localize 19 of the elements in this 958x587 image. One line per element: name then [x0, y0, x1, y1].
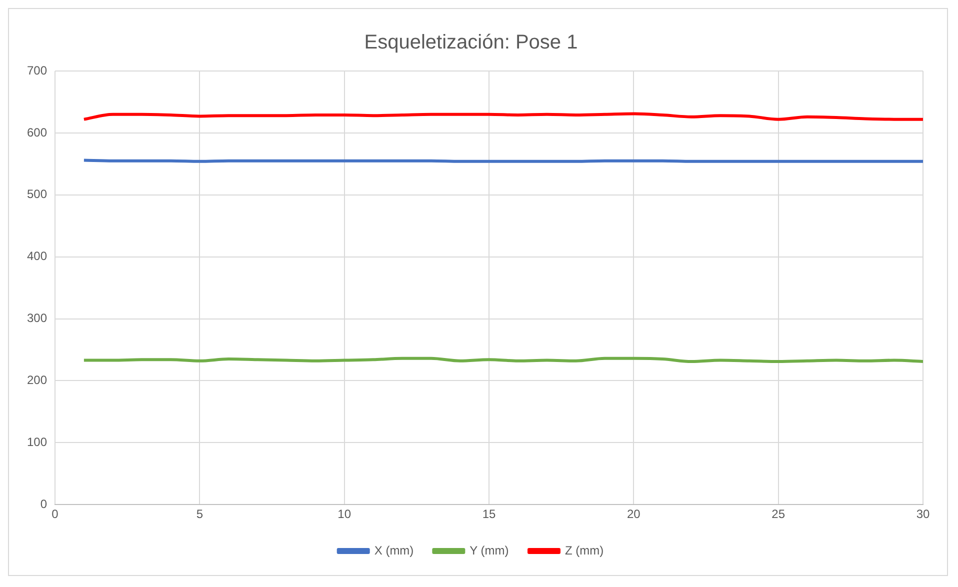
x-tick-label: 0	[52, 507, 59, 522]
legend-label: Z (mm)	[565, 543, 604, 558]
y-tick-label: 100	[26, 434, 48, 449]
x-tick-label: 20	[626, 507, 641, 522]
y-tick-label: 500	[26, 187, 48, 202]
y-tick-label: 400	[26, 249, 48, 264]
y-tick-label: 300	[26, 311, 48, 326]
y-tick-label: 600	[26, 125, 48, 140]
x-tick-label: 15	[482, 507, 496, 522]
x-tick-label: 10	[338, 507, 352, 522]
y-tick-label: 700	[26, 63, 48, 78]
x-tick-label: 5	[196, 507, 204, 522]
y-tick-label: 0	[40, 496, 48, 511]
x-tick-label: 30	[916, 507, 930, 522]
chart-title: Esqueletización: Pose 1	[364, 32, 578, 54]
legend-label: Y (mm)	[470, 543, 509, 558]
y-tick-label: 200	[26, 373, 48, 388]
legend-label: X (mm)	[374, 543, 414, 558]
x-tick-label: 25	[772, 507, 786, 522]
